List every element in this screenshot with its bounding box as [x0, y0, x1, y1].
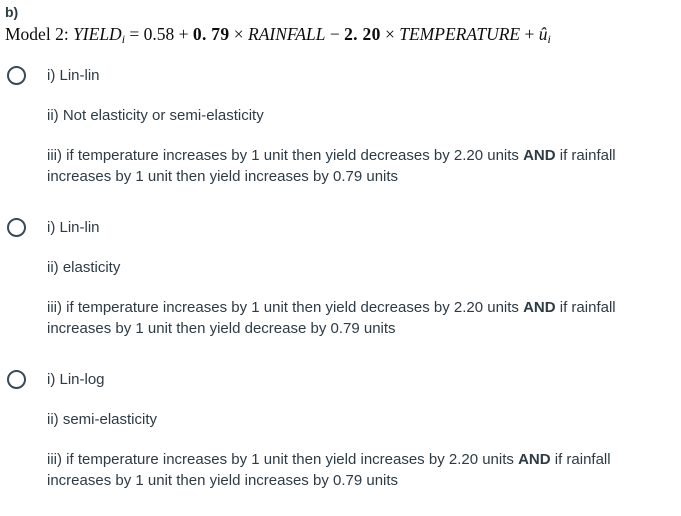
option-item-iii-line1: iii) if temperature increases by 1 unit …	[47, 145, 616, 166]
formula-times-sign: ×	[380, 24, 400, 44]
iii-text-after-and: if rainfall	[555, 147, 616, 164]
option-item-iii: iii) if temperature increases by 1 unit …	[47, 145, 616, 187]
iii-and-emphasis: AND	[523, 147, 556, 164]
formula-prefix: Model 2:	[5, 24, 74, 44]
iii-and-emphasis: AND	[523, 299, 556, 316]
formula-equals-part: = 0.58 +	[125, 24, 193, 44]
option-item-iii-line2: increases by 1 unit then yield decrease …	[47, 320, 396, 337]
option-item-i: i) Lin-log	[47, 371, 105, 388]
radio-button[interactable]	[7, 66, 26, 85]
iii-text-before-and: iii) if temperature increases by 1 unit …	[47, 299, 524, 316]
formula-times-sign: ×	[229, 24, 249, 44]
option-item-iii-line2: increases by 1 unit then yield increases…	[47, 168, 399, 185]
formula-rainfall-coefficient: 0. 79	[192, 24, 230, 44]
iii-and-emphasis: AND	[518, 451, 551, 468]
iii-text-after-and: if rainfall	[555, 299, 616, 316]
answer-options-group: i) Lin-lin ii) Not elasticity or semi-el…	[5, 65, 681, 491]
option-text: i) Lin-log ii) semi-elasticity iii) if t…	[47, 369, 611, 491]
answer-option-3: i) Lin-log ii) semi-elasticity iii) if t…	[5, 369, 681, 491]
iii-text-after-and: if rainfall	[550, 451, 611, 468]
option-item-i: i) Lin-lin	[47, 219, 100, 236]
option-item-i: i) Lin-lin	[47, 67, 100, 84]
option-item-iii: iii) if temperature increases by 1 unit …	[47, 297, 616, 339]
formula-yield-var: YIELD	[73, 24, 122, 44]
option-item-ii: ii) elasticity	[47, 259, 121, 276]
option-item-ii: ii) Not elasticity or semi-elasticity	[47, 107, 264, 124]
option-item-iii-line1: iii) if temperature increases by 1 unit …	[47, 449, 611, 470]
iii-text-before-and: iii) if temperature increases by 1 unit …	[47, 451, 519, 468]
formula-rainfall-var: RAINFALL	[248, 24, 326, 44]
formula-temperature-var: TEMPERATURE	[399, 24, 521, 44]
section-label: b)	[5, 4, 19, 20]
formula-minus-sign: −	[325, 24, 345, 44]
option-item-iii: iii) if temperature increases by 1 unit …	[47, 449, 611, 491]
option-text: i) Lin-lin ii) Not elasticity or semi-el…	[47, 65, 616, 187]
iii-text-before-and: iii) if temperature increases by 1 unit …	[47, 147, 524, 164]
formula-uhat-var: û	[538, 24, 548, 44]
option-item-iii-line1: iii) if temperature increases by 1 unit …	[47, 297, 616, 318]
radio-button[interactable]	[7, 218, 26, 237]
option-item-ii: ii) semi-elasticity	[47, 411, 158, 428]
answer-option-2: i) Lin-lin ii) elasticity iii) if temper…	[5, 217, 681, 339]
option-text: i) Lin-lin ii) elasticity iii) if temper…	[47, 217, 616, 339]
formula-plus-sign: +	[520, 24, 539, 44]
formula-temperature-coefficient: 2. 20	[344, 24, 381, 44]
option-item-iii-line2: increases by 1 unit then yield increases…	[47, 472, 399, 489]
radio-button[interactable]	[7, 370, 26, 389]
model-formula: Model 2: YIELDi = 0.58 + 0. 79 × RAINFAL…	[5, 22, 681, 46]
answer-option-1: i) Lin-lin ii) Not elasticity or semi-el…	[5, 65, 681, 187]
formula-uhat-subscript: i	[547, 32, 551, 46]
formula-yield-subscript: i	[121, 32, 126, 46]
